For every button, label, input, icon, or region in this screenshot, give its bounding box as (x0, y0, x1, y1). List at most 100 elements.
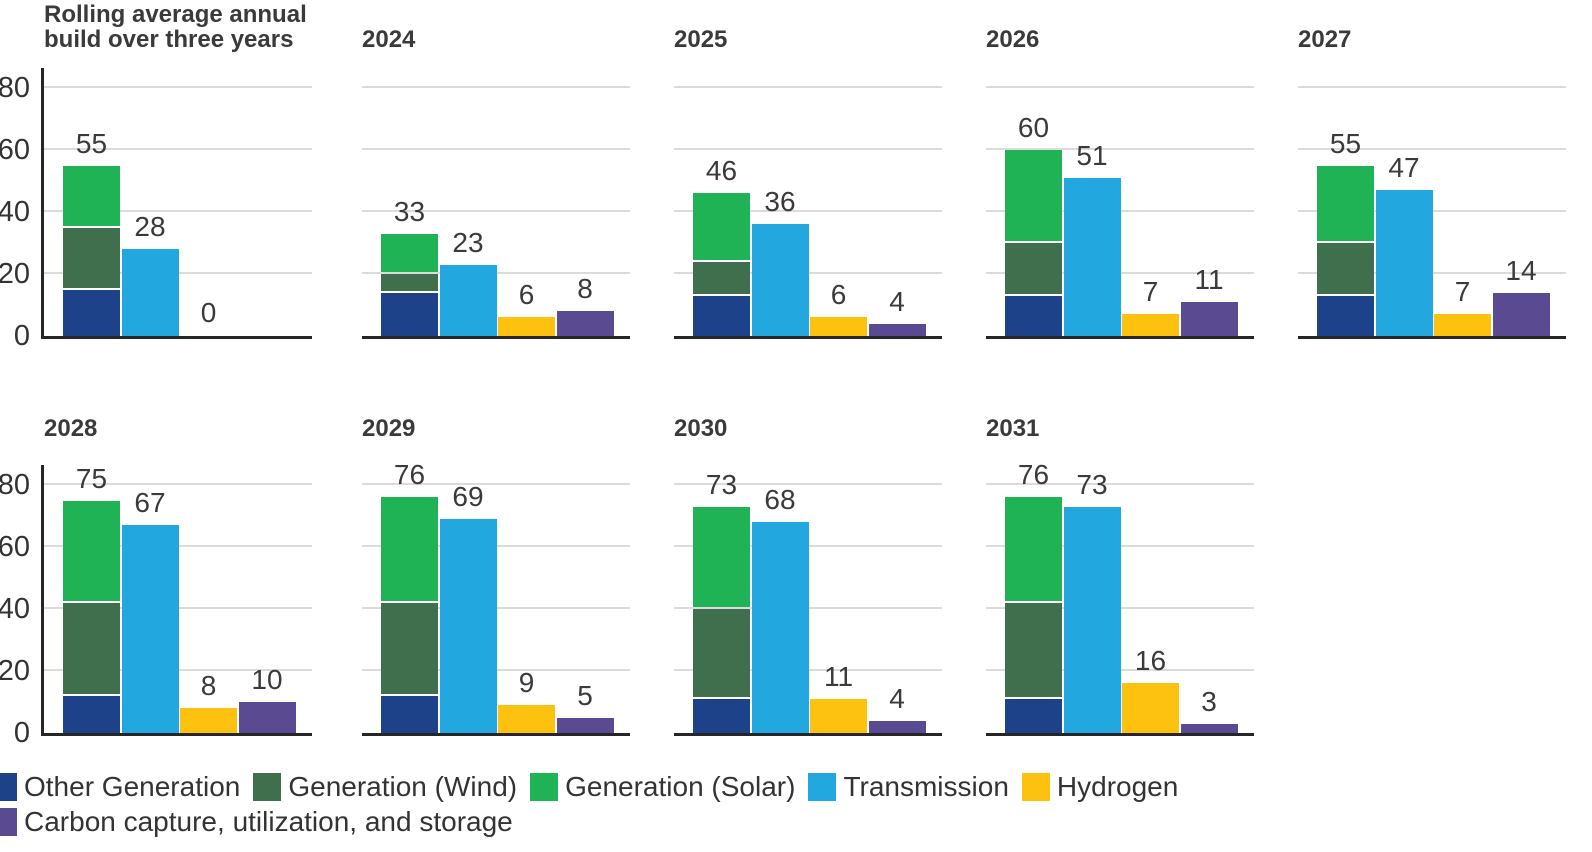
segment-generation-solar (1317, 165, 1374, 241)
bar-transmission (1063, 506, 1121, 733)
x-axis-line (41, 733, 312, 736)
value-label-ccus: 4 (889, 682, 905, 714)
segment-generation-solar (63, 500, 120, 601)
plot-area: 33 23 6 8 (362, 64, 630, 339)
bar-transmission (121, 249, 179, 336)
legend-item-generation-solar: Generation (Solar) (530, 771, 795, 803)
year-label: 2026 (986, 26, 1040, 53)
plot-area: 55 47 7 14 (1298, 64, 1566, 339)
panel-header: 2031 (942, 400, 1254, 461)
value-label-hydrogen: 8 (200, 670, 217, 702)
transmission-swatch-icon (808, 773, 837, 801)
segment-generation-solar (381, 497, 438, 601)
x-axis-line (1298, 336, 1566, 339)
bar-hydrogen (180, 708, 237, 733)
bar-stacked-generation (381, 233, 438, 336)
bar-ccus (868, 323, 926, 336)
gridline (44, 86, 312, 88)
bar-transmission (751, 224, 809, 336)
bar-ccus (556, 717, 614, 733)
segment-other-generation (381, 292, 438, 336)
bar-stacked-generation (63, 165, 120, 336)
value-label-stack: 55 (1329, 127, 1362, 159)
value-label-hydrogen: 7 (1142, 276, 1159, 308)
bar-stacked-generation (1317, 165, 1374, 336)
value-label-ccus: 11 (1194, 263, 1224, 295)
segment-generation-wind (381, 602, 438, 694)
legend-label: Transmission (843, 771, 1009, 802)
bar-stacked-generation (693, 506, 750, 733)
bar-transmission (751, 522, 809, 733)
chart-title: Rolling average annual build over three y… (44, 2, 307, 52)
panel-header: 2030 (630, 400, 942, 461)
panel-header: 2029 (318, 400, 630, 461)
panel-header: Rolling average annual build over three y… (0, 0, 318, 64)
value-label-hydrogen: 9 (518, 667, 535, 699)
value-label-stack: 55 (75, 127, 108, 159)
plot-area: 76 69 9 5 (362, 460, 630, 736)
segment-other-generation (63, 695, 120, 733)
panel-header: 2027 (1254, 0, 1566, 64)
value-label-stack: 60 (1017, 112, 1050, 143)
chart-panel-2029: 2029 76 69 9 5 (318, 400, 630, 736)
chart-panel-rolling-average: Rolling average annual build over three y… (0, 0, 318, 351)
x-axis-line (986, 733, 1254, 736)
value-label-ccus: 3 (1201, 685, 1217, 717)
chart-panel-2030: 2030 73 68 11 4 (630, 400, 942, 736)
value-label-transmission: 69 (452, 481, 484, 513)
value-label-hydrogen: 6 (518, 279, 535, 311)
bar-hydrogen (1122, 683, 1179, 733)
legend-item-generation-wind: Generation (Wind) (253, 771, 517, 803)
legend-item-transmission: Transmission (808, 771, 1009, 803)
bar-stacked-generation (1005, 150, 1062, 336)
gridline (362, 210, 630, 212)
bar-ccus (868, 720, 926, 733)
bar-ccus (238, 702, 296, 733)
legend-row-2: Carbon capture, utilization, and storage (0, 806, 1592, 838)
chart-panel-2026: 2026 60 51 7 11 (942, 0, 1254, 339)
bar-transmission (1375, 190, 1433, 336)
bar-transmission (1063, 177, 1121, 336)
y-tick-label: 20 (0, 258, 30, 290)
value-label-hydrogen: 7 (1454, 276, 1471, 308)
bar-ccus (1180, 723, 1238, 733)
year-label: 2024 (362, 26, 416, 53)
chart-panel-2028: 2028 0 20 40 60 80 75 67 8 10 (0, 400, 318, 748)
panel-header: 2024 (318, 0, 630, 64)
gridline (362, 483, 630, 485)
value-label-transmission: 47 (1388, 152, 1420, 184)
value-label-hydrogen: 6 (830, 279, 847, 311)
bar-stacked-generation (381, 497, 438, 733)
segment-other-generation (1317, 295, 1374, 336)
y-axis-line (41, 68, 44, 339)
panel-header: 2026 (942, 0, 1254, 64)
bar-ccus (1492, 292, 1550, 336)
value-label-ccus: 8 (577, 273, 593, 305)
segment-generation-wind (1317, 243, 1374, 294)
bar-transmission (439, 519, 497, 733)
x-axis-line (41, 336, 312, 339)
y-tick-label: 60 (0, 134, 30, 166)
year-label: 2030 (674, 415, 728, 442)
segment-other-generation (693, 698, 750, 733)
x-axis-line (674, 336, 942, 339)
bar-ccus (556, 311, 614, 336)
segment-generation-solar (381, 233, 438, 272)
bar-hydrogen (1122, 314, 1179, 336)
legend-label: Carbon capture, utilization, and storage (24, 806, 513, 837)
gridline (44, 483, 312, 485)
charts-row-1: Rolling average annual build over three y… (0, 0, 1592, 351)
legend: Other Generation Generation (Wind) Generat… (0, 771, 1592, 838)
legend-item-ccus: Carbon capture, utilization, and storage (0, 806, 513, 838)
gridline (362, 148, 630, 150)
plot-area: 73 68 11 4 (674, 461, 942, 736)
y-axis-line (41, 465, 44, 736)
segment-generation-wind (381, 274, 438, 291)
value-label-ccus: 4 (889, 285, 905, 317)
segment-other-generation (1005, 698, 1062, 733)
gridline (674, 210, 942, 212)
value-label-transmission: 73 (1076, 468, 1108, 500)
value-label-transmission: 68 (764, 484, 796, 516)
other-generation-swatch-icon (0, 773, 17, 801)
year-label: 2027 (1298, 26, 1352, 53)
